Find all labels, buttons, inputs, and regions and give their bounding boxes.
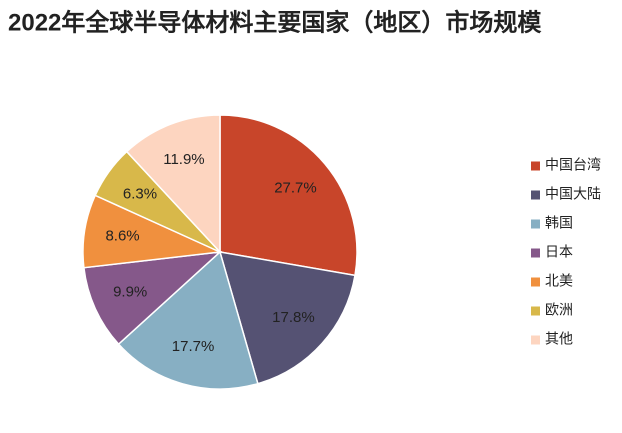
legend-label: 欧洲 (545, 302, 573, 318)
legend-swatch (531, 335, 540, 345)
legend-label: 中国大陆 (545, 186, 601, 202)
legend-label: 北美 (545, 273, 573, 289)
data-label: 17.7% (172, 338, 215, 355)
data-label: 6.3% (123, 185, 157, 202)
legend-swatch (531, 248, 540, 258)
legend-label: 日本 (545, 244, 573, 260)
data-label: 9.9% (113, 284, 147, 301)
legend-label: 其他 (545, 331, 573, 347)
pie-slice (218, 251, 356, 385)
data-label: 11.9% (163, 151, 204, 168)
pie-slice (83, 250, 223, 346)
pie-slice (117, 250, 259, 390)
legend-label: 中国台湾 (545, 157, 601, 173)
legend-swatch (531, 190, 540, 200)
legend-label: 韩国 (545, 215, 573, 231)
pie-slice (125, 114, 221, 254)
data-label: 27.7% (274, 179, 317, 196)
legend-swatch (531, 277, 540, 287)
legend-swatch (531, 219, 540, 229)
data-label: 17.8% (272, 309, 315, 326)
legend-swatch (531, 161, 540, 171)
pie-slice (219, 114, 358, 277)
data-label: 8.6% (105, 228, 139, 245)
legend-swatch (531, 306, 540, 316)
chart-title: 2022年全球半导体材料主要国家（地区）市场规模 (8, 8, 542, 36)
